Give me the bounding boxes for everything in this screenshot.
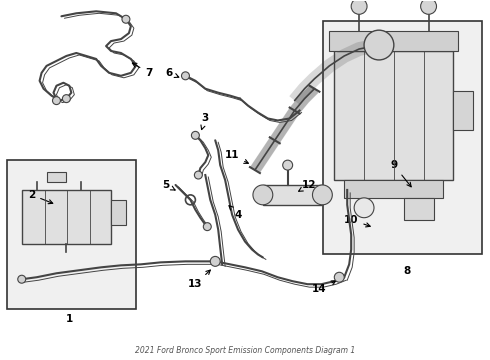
Text: 2021 Ford Bronco Sport Emission Components Diagram 1: 2021 Ford Bronco Sport Emission Componen… [135,346,355,355]
Circle shape [253,185,273,205]
Circle shape [192,131,199,139]
Bar [47,172,66,182]
Text: 11: 11 [225,150,248,163]
Text: 10: 10 [344,215,370,227]
Circle shape [181,72,190,80]
Bar [334,51,453,180]
Bar [22,190,111,244]
Bar [7,160,136,309]
Text: 4: 4 [229,206,242,220]
Bar [453,91,473,130]
Bar [263,185,322,205]
Bar [111,200,126,225]
Bar [344,180,443,198]
Circle shape [62,95,71,103]
Text: 8: 8 [403,266,410,276]
Circle shape [351,0,367,14]
Circle shape [203,223,211,231]
Text: 2: 2 [28,190,53,204]
Bar [404,198,434,220]
Text: 6: 6 [165,68,179,78]
Text: 1: 1 [66,314,73,324]
Circle shape [122,15,130,23]
Circle shape [52,96,60,105]
Text: 3: 3 [201,113,209,130]
Text: 5: 5 [162,180,175,190]
Text: 14: 14 [312,281,336,294]
Circle shape [313,185,332,205]
Bar [329,31,458,51]
Circle shape [364,30,394,60]
Circle shape [195,171,202,179]
Circle shape [18,275,25,283]
Circle shape [210,256,220,266]
Circle shape [283,160,293,170]
Bar [323,21,482,255]
Text: 9: 9 [390,160,411,187]
Text: 13: 13 [188,270,210,289]
Circle shape [354,198,374,218]
Text: 7: 7 [132,63,152,78]
Text: 12: 12 [298,180,317,191]
Circle shape [334,272,344,282]
Circle shape [420,0,437,14]
